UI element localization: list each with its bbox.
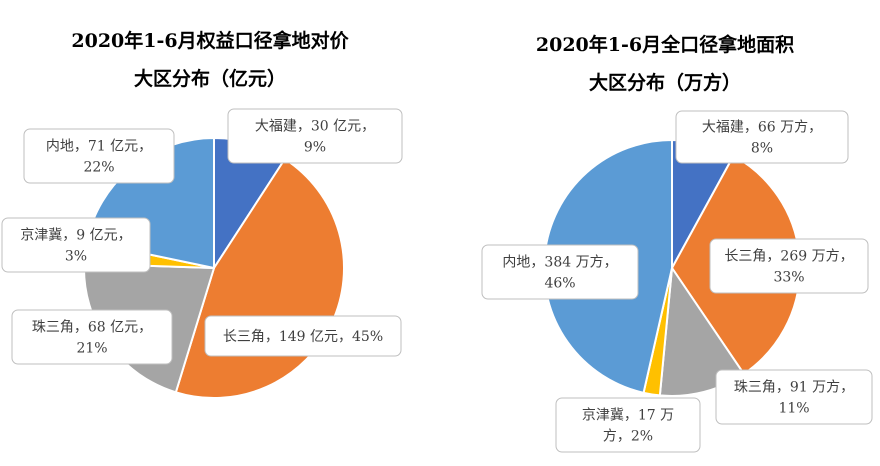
data-label: 大福建，30 亿元，: [255, 119, 375, 135]
data-label: 京津冀，17 万: [582, 408, 674, 424]
data-label: 大福建，66 万方，: [702, 120, 822, 136]
data-label: 11%: [778, 401, 809, 417]
data-label: 长三角，269 万方，: [724, 249, 853, 265]
chart2-title-line2: 大区分布（万方）: [588, 72, 741, 94]
data-label-box: [1, 217, 151, 273]
data-label: 8%: [751, 141, 773, 157]
data-label: 珠三角，68 亿元，: [32, 320, 152, 336]
data-label-box: [715, 369, 873, 425]
chart1-title-line2: 大区分布（亿元）: [133, 68, 286, 90]
data-label: 21%: [76, 341, 107, 357]
data-label-box: [709, 238, 869, 294]
data-label: 内地，71 亿元，: [46, 139, 152, 155]
chart1-title: 2020年1-6月权益口径拿地对价 大区分布（亿元）: [0, 22, 420, 98]
data-label-box: [204, 315, 402, 357]
pie-chart-land-price: 大福建，30 亿元， 9% 长三角，149 亿元，45% 珠三角，68 亿元， 21% 京…: [1, 108, 403, 399]
data-label-box: [675, 110, 849, 164]
data-label: 3%: [65, 249, 87, 265]
data-label-box: [555, 397, 701, 453]
chart2-title: 2020年1-6月全口径拿地面积 大区分布（万方）: [450, 26, 880, 102]
pie-chart-land-area: 大福建，66 万方， 8% 长三角，269 万方， 33% 珠三角，91 万方， 11% 京…: [481, 110, 873, 453]
data-label-box: [23, 128, 175, 184]
data-label-box: [227, 108, 403, 164]
data-label: 22%: [83, 160, 114, 176]
data-label: 9%: [304, 140, 326, 156]
data-label: 方，2%: [603, 429, 653, 445]
data-label: 33%: [773, 270, 804, 286]
data-label: 珠三角，91 万方，: [734, 380, 854, 396]
data-label: 长三角，149 亿元，45%: [223, 329, 383, 345]
data-label: 46%: [544, 276, 575, 292]
data-label: 内地，384 万方，: [502, 255, 617, 271]
chart2-title-line1: 2020年1-6月全口径拿地面积: [535, 34, 795, 56]
data-label: 京津冀，9 亿元，: [20, 228, 131, 244]
data-label-box: [11, 309, 173, 365]
data-label-box: [481, 244, 639, 300]
chart1-title-line1: 2020年1-6月权益口径拿地对价: [71, 30, 349, 52]
